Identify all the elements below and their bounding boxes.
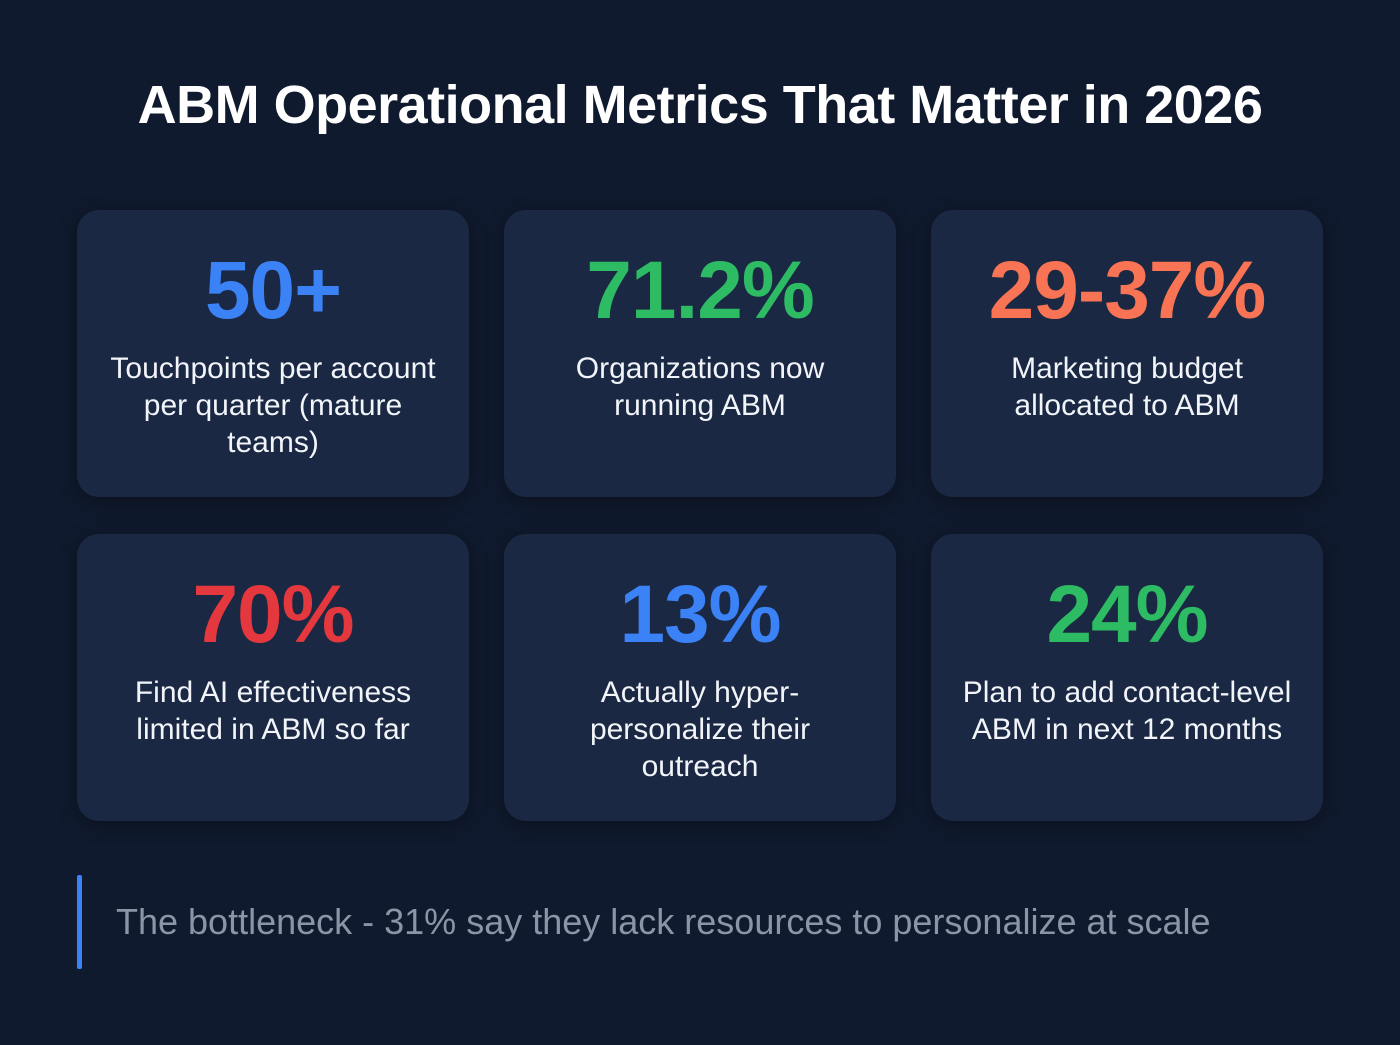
metric-label: Plan to add contact-level ABM in next 12… [962,676,1292,746]
metric-card: 71.2% Organizations now running ABM [504,210,896,497]
metric-label: Marketing budget allocated to ABM [1011,352,1243,422]
metric-value: 70% [192,569,354,660]
metric-value: 50+ [204,245,342,336]
metric-label: Organizations now running ABM [575,352,825,422]
metric-card: 29-37% Marketing budget allocated to ABM [931,210,1323,497]
metric-value: 24% [1046,569,1208,660]
metric-card: 70% Find AI effectiveness limited in ABM … [77,534,469,821]
metrics-grid: 50+ Touchpoints per account per quarter (… [77,210,1323,821]
metric-card: 50+ Touchpoints per account per quarter (… [77,210,469,497]
metric-value: 13% [619,569,781,660]
footer-callout: The bottleneck - 31% say they lack resou… [77,875,1211,969]
metric-value: 29-37% [988,245,1267,336]
metric-card: 13% Actually hyper-personalize their outr… [504,534,896,821]
footer-note: The bottleneck - 31% say they lack resou… [116,901,1211,942]
metric-label: Find AI effectiveness limited in ABM so … [134,676,412,746]
metric-value: 71.2% [586,245,815,336]
accent-bar [77,875,82,969]
page-title: ABM Operational Metrics That Matter in 2… [137,75,1263,135]
metric-label: Actually hyper-personalize their outreac… [589,676,811,783]
metric-label: Touchpoints per account per quarter (mat… [110,352,436,459]
metric-card: 24% Plan to add contact-level ABM in next… [931,534,1323,821]
